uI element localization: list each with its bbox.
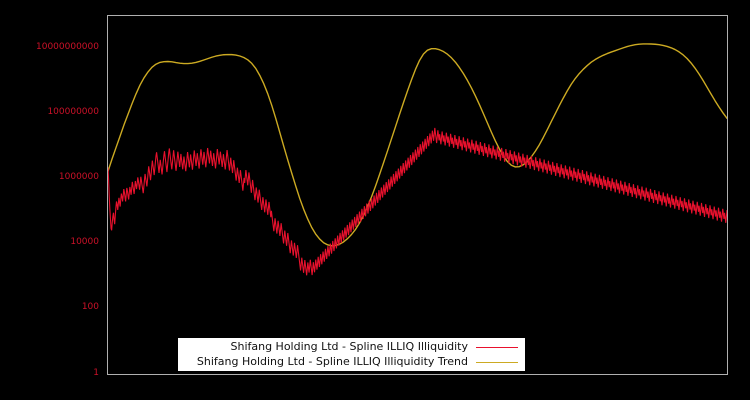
legend-item-illiquidity: Shifang Holding Ltd - Spline ILLIQ Illiq… <box>179 340 524 355</box>
legend-swatch-illiquidity <box>476 346 518 348</box>
y-tick-label-0: 10000000000 <box>36 42 99 53</box>
legend-swatch-trend <box>476 361 518 363</box>
data-series-layer <box>108 43 727 276</box>
plot-area <box>107 15 728 375</box>
y-tick-label-4: 100 <box>81 302 99 313</box>
legend-label-illiquidity: Shifang Holding Ltd - Spline ILLIQ Illiq… <box>230 340 468 353</box>
legend-item-trend: Shifang Holding Ltd - Spline ILLIQ Illiq… <box>179 355 524 370</box>
y-tick-label-1: 100000000 <box>47 107 99 118</box>
legend-label-trend: Shifang Holding Ltd - Spline ILLIQ Illiq… <box>196 355 468 368</box>
trend-line-path <box>108 43 727 247</box>
legend: Shifang Holding Ltd - Spline ILLIQ Illiq… <box>178 338 525 371</box>
y-tick-label-3: 10000 <box>70 237 99 248</box>
y-axis-tick-labels: 10000000000 100000000 1000000 10000 100 1 <box>0 0 103 400</box>
y-tick-label-2: 1000000 <box>58 172 99 183</box>
y-tick-label-5: 1 <box>93 367 99 378</box>
illiquidity-line-path <box>108 127 727 276</box>
